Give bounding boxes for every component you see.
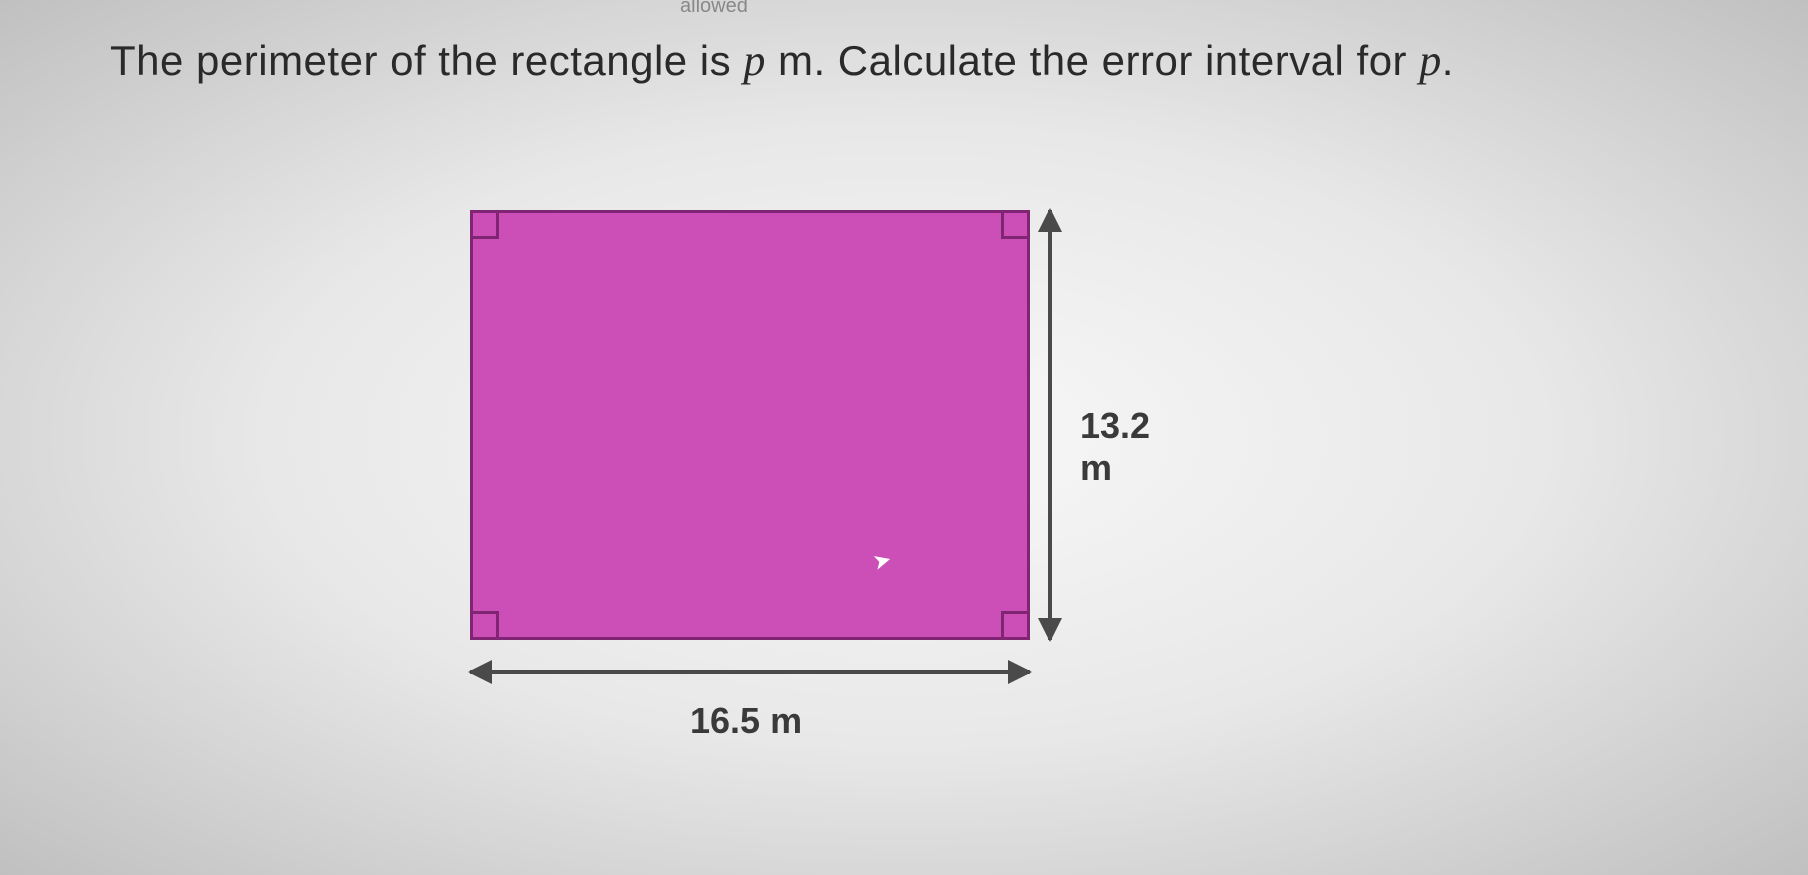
right-angle-marker-br bbox=[1001, 611, 1027, 637]
question-prefix: The perimeter of the rectangle is bbox=[110, 37, 743, 84]
variable-p-2: p bbox=[1419, 36, 1442, 85]
arrow-left-icon bbox=[468, 660, 492, 684]
width-dimension-line bbox=[470, 670, 1030, 674]
question-middle: . Calculate the error interval for bbox=[813, 37, 1419, 84]
rectangle-shape: ➤ bbox=[470, 210, 1030, 640]
unit-m: m bbox=[766, 37, 814, 84]
partial-text-fragment: allowed bbox=[680, 0, 748, 18]
arrow-down-icon bbox=[1038, 618, 1062, 642]
rectangle-diagram: ➤ 13.2 m 16.5 m bbox=[470, 210, 1170, 810]
width-label: 16.5 m bbox=[690, 700, 802, 742]
variable-p: p bbox=[743, 36, 766, 85]
arrow-right-icon bbox=[1008, 660, 1032, 684]
arrow-up-icon bbox=[1038, 208, 1062, 232]
question-suffix: . bbox=[1442, 37, 1454, 84]
right-angle-marker-tl bbox=[473, 213, 499, 239]
question-text: The perimeter of the rectangle is p m. C… bbox=[110, 35, 1454, 86]
cursor-icon: ➤ bbox=[870, 546, 895, 576]
height-dimension-line bbox=[1048, 210, 1052, 640]
height-label: 13.2 m bbox=[1080, 405, 1170, 489]
right-angle-marker-bl bbox=[473, 611, 499, 637]
right-angle-marker-tr bbox=[1001, 213, 1027, 239]
